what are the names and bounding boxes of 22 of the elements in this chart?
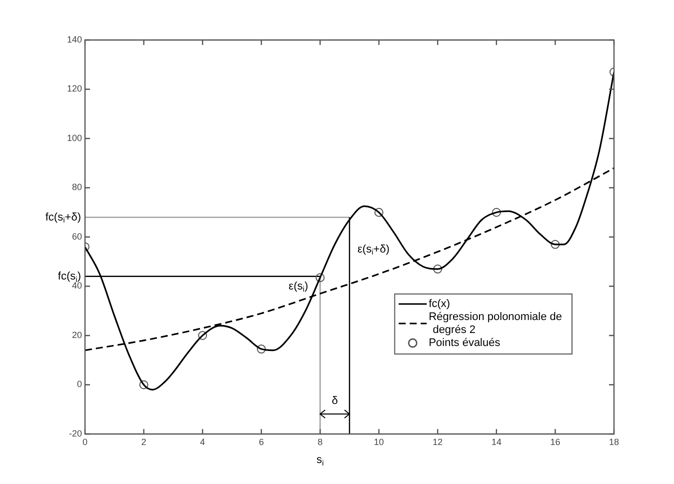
x-tick-label: 14 bbox=[491, 436, 502, 447]
y-tick-label: 80 bbox=[72, 182, 82, 192]
x-tick-label: 18 bbox=[608, 436, 620, 447]
y-tick-label: 100 bbox=[66, 132, 82, 143]
x-tick-label: 8 bbox=[318, 436, 323, 447]
y-tick-label: 60 bbox=[72, 231, 82, 242]
x-tick-label: 10 bbox=[374, 436, 384, 447]
x-tick-label: 12 bbox=[432, 436, 443, 447]
y-tick-label: 40 bbox=[72, 280, 82, 291]
x-tick-label: 6 bbox=[258, 436, 264, 447]
legend-label: Points évalués bbox=[428, 337, 501, 350]
legend-label: Régression polonomiale de degrés 2 bbox=[428, 311, 562, 336]
y-tick-label: 20 bbox=[72, 330, 82, 340]
x-tick-label: 4 bbox=[200, 436, 206, 447]
y-tick-label: 0 bbox=[76, 379, 82, 390]
y-tick-label: 120 bbox=[66, 84, 82, 94]
x-tick-label: 2 bbox=[141, 436, 146, 447]
y-tick-label: -20 bbox=[68, 428, 82, 438]
x-tick-label: 16 bbox=[550, 436, 560, 447]
legend-label: fc(x) bbox=[428, 298, 450, 310]
annotation: δ bbox=[332, 395, 338, 408]
y-tick-label: 140 bbox=[66, 34, 82, 44]
